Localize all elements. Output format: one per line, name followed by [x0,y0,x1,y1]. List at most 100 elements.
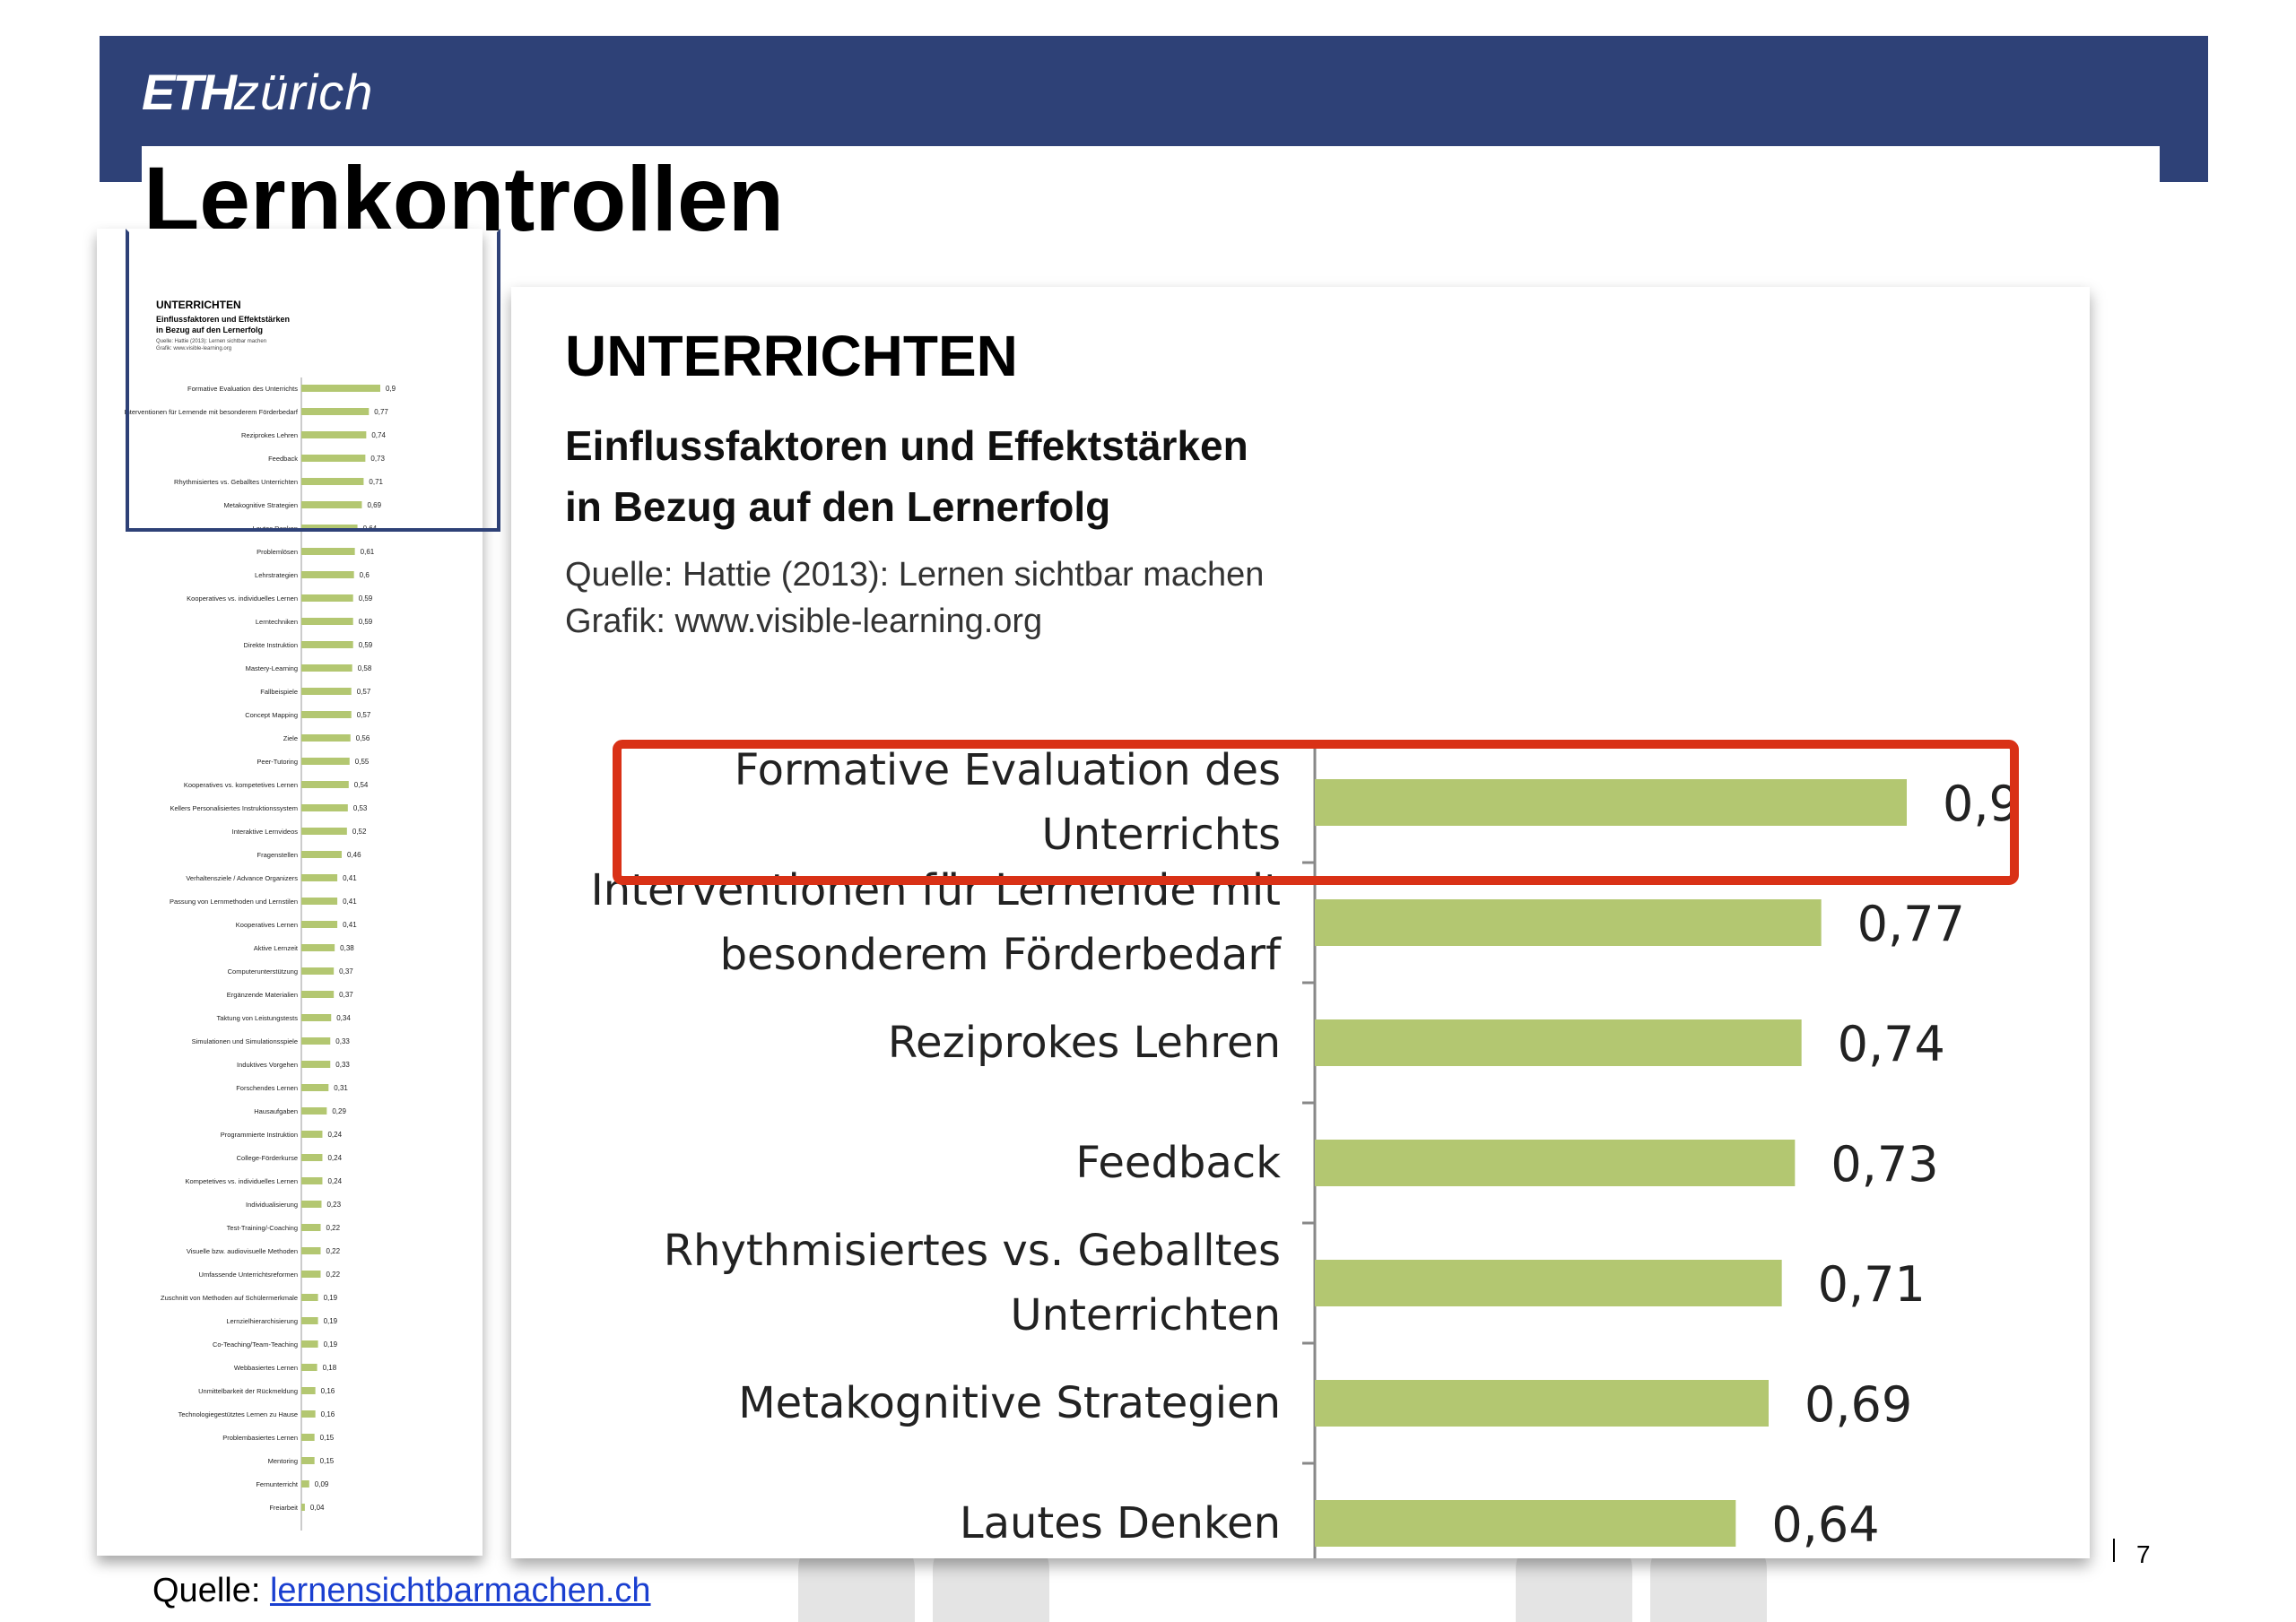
thumb-bar [301,1504,305,1511]
thumb-value-label: 0,04 [310,1504,325,1512]
thumb-value-label: 0,09 [315,1480,329,1488]
thumb-category-label: Individualisierung [246,1201,298,1209]
thumb-category-label: Ergänzende Materialien [227,991,298,999]
thumb-value-label: 0,46 [347,851,361,859]
thumb-category-label: Aktive Lernzeit [254,944,299,952]
thumb-value-label: 0,59 [359,641,373,649]
main-value-label: 0,74 [1838,1016,1945,1072]
thumb-value-label: 0,24 [327,1177,342,1185]
thumb-value-label: 0,41 [343,874,357,882]
thumb-value-label: 0,24 [327,1131,342,1139]
main-bar [1315,1019,1802,1066]
thumb-category-label: Test-Training/-Coaching [227,1224,298,1232]
thumb-value-label: 0,37 [339,967,353,976]
thumb-category-label: Verhaltensziele / Advance Organizers [186,874,298,882]
thumb-value-label: 0,41 [343,898,357,906]
thumb-bar [301,618,353,625]
thumb-bar [301,1271,321,1278]
thumb-category-label: Lerntechniken [256,618,298,626]
thumb-category-label: Fragenstellen [257,851,298,859]
source-label: Quelle: [152,1572,270,1609]
thumb-category-label: Fernunterricht [256,1480,299,1488]
main-category-label: Lautes Denken [960,1498,1281,1548]
thumb-value-label: 0,37 [339,991,353,999]
main-bar [1315,1500,1736,1547]
thumb-category-label: Mastery-Learning [246,664,298,672]
thumb-bar [301,1457,315,1464]
thumb-value-label: 0,18 [323,1364,337,1372]
thumb-value-label: 0,71 [369,478,383,486]
thumb-value-label: 0,73 [370,455,385,463]
thumb-category-label: Formative Evaluation des Unterrichts [187,385,298,393]
highlight-box [613,740,2019,885]
thumb-bar [301,1480,309,1488]
thumb-category-label: Mentoring [268,1457,298,1465]
page-separator [2113,1539,2115,1562]
thumb-bar [301,571,354,578]
main-value-label: 0,73 [1831,1136,1938,1193]
thumb-value-label: 0,31 [334,1084,348,1092]
thumb-source-2: Grafik: www.visible-learning.org [156,346,232,351]
thumb-value-label: 0,16 [321,1410,335,1418]
thumb-value-label: 0,22 [326,1271,341,1279]
thumb-value-label: 0,29 [332,1107,346,1115]
thumb-value-label: 0,19 [324,1294,338,1302]
thumb-bar [301,1364,317,1371]
thumb-subtitle-2: in Bezug auf den Lernerfolg [156,325,264,334]
source-link[interactable]: lernensichtbarmachen.ch [269,1572,651,1609]
thumb-bar [301,967,335,975]
chart-source-1: Quelle: Hattie (2013): Lernen sichtbar m… [565,556,1265,594]
main-bar [1315,1140,1796,1186]
thumb-value-label: 0,56 [356,734,370,742]
thumb-bar [301,758,350,765]
thumb-value-label: 0,41 [343,921,357,929]
thumb-category-label: Kooperatives Lernen [236,921,298,929]
thumb-value-label: 0,9 [386,385,396,393]
thumb-bar [301,828,347,835]
thumb-bar [301,1037,331,1045]
thumb-category-label: Zuschnitt von Methoden auf Schülermerkma… [161,1294,298,1302]
thumb-category-label: Feedback [268,455,298,463]
thumb-bar [301,385,380,392]
thumb-category-label: Freiarbeit [269,1504,299,1512]
thumb-category-label: Computerunterstützung [228,967,298,976]
thumb-category-label: Interventionen für Lernende mit besonder… [125,408,299,416]
thumb-bar [301,1340,318,1348]
thumb-category-label: Kellers Personalisiertes Instruktionssys… [170,804,298,812]
thumb-value-label: 0,57 [357,711,371,719]
thumb-value-label: 0,22 [326,1224,341,1232]
thumb-chart: 0,9 Formative Evaluation des Unterrichts 0… [125,377,396,1531]
thumb-category-label: Programmierte Instruktion [221,1131,298,1139]
thumb-value-label: 0,15 [320,1434,335,1442]
footer-source: Quelle: lernensichtbarmachen.ch [152,1572,651,1610]
thumb-bar [301,548,355,555]
thumb-value-label: 0,59 [359,594,373,603]
thumb-bar [301,1317,318,1324]
thumb-value-label: 0,69 [367,501,381,509]
thumb-value-label: 0,19 [324,1317,338,1325]
thumb-category-label: Kooperatives vs. individuelles Lernen [187,594,298,603]
chart-thumbnail: UNTERRICHTEN Einflussfaktoren und Effekt… [97,229,483,1556]
thumb-value-label: 0,59 [359,618,373,626]
thumb-bar [301,991,335,998]
thumb-bar [301,1131,323,1138]
thumb-bar [301,455,366,462]
main-value-label: 0,71 [1818,1256,1926,1313]
thumb-bar [301,641,353,648]
thumb-category-label: Ziele [283,734,298,742]
thumb-value-label: 0,58 [358,664,372,672]
thumb-value-label: 0,23 [326,1201,341,1209]
thumb-category-label: Co-Teaching/Team-Teaching [213,1340,298,1349]
thumb-bar [301,898,338,905]
thumb-value-label: 0,53 [353,804,368,812]
thumb-bar [301,1410,316,1418]
thumb-category-label: Concept Mapping [245,711,298,719]
thumb-category-label: Simulationen und Simulationsspiele [192,1037,298,1045]
thumb-value-label: 0,16 [321,1387,335,1395]
thumb-bar [301,688,352,695]
main-category-label: Reziprokes Lehren [888,1018,1281,1068]
thumb-title: UNTERRICHTEN [156,299,241,311]
main-bar [1315,1260,1782,1306]
thumb-bar [301,1107,327,1115]
eth-logo: ETHzürich [142,61,373,124]
